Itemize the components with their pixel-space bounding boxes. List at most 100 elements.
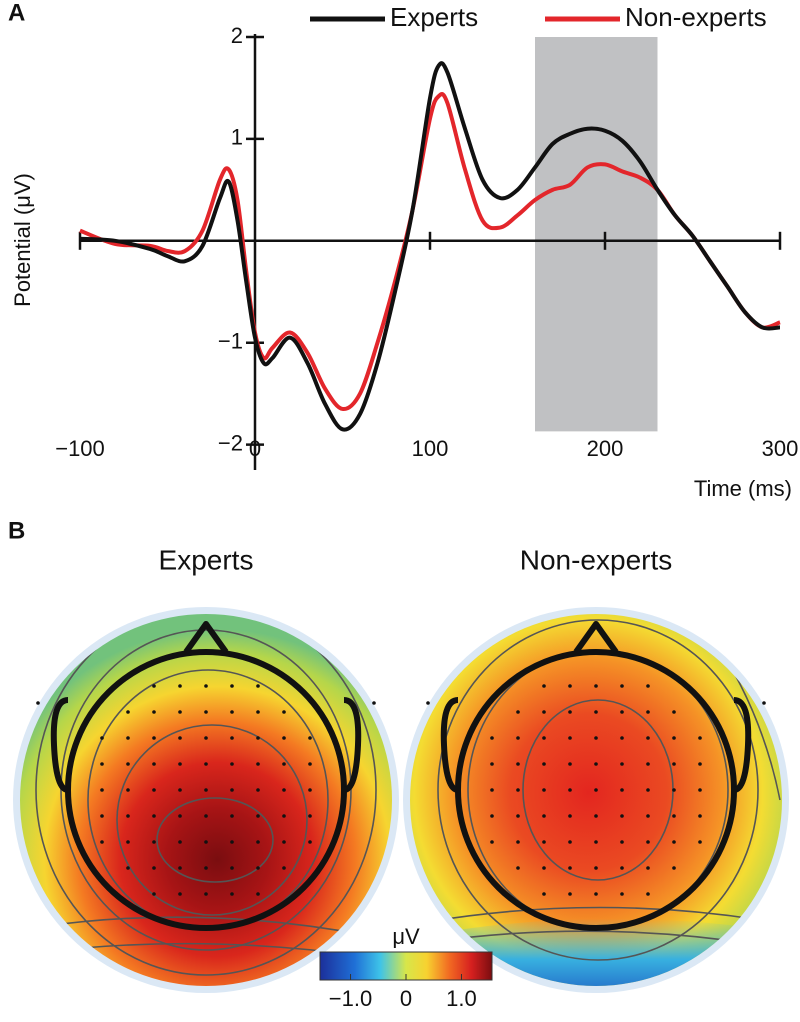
- electrode: [620, 684, 624, 688]
- electrode: [568, 866, 572, 870]
- electrode: [516, 788, 520, 792]
- electrode: [230, 762, 234, 766]
- electrode: [282, 814, 286, 818]
- electrode: [620, 840, 624, 844]
- electrode: [256, 814, 260, 818]
- electrode: [620, 892, 624, 896]
- electrode: [490, 736, 494, 740]
- electrode: [594, 866, 598, 870]
- electrode: [490, 788, 494, 792]
- electrode: [646, 788, 650, 792]
- y-tick-label: 1: [231, 125, 243, 150]
- electrode: [100, 788, 104, 792]
- electrode: [646, 892, 650, 896]
- electrode: [646, 710, 650, 714]
- electrode: [542, 684, 546, 688]
- electrode: [204, 684, 208, 688]
- electrode: [594, 736, 598, 740]
- electrode: [672, 866, 676, 870]
- electrode: [152, 684, 156, 688]
- electrode: [152, 762, 156, 766]
- electrode: [516, 762, 520, 766]
- electrode: [282, 788, 286, 792]
- electrode: [256, 866, 260, 870]
- electrode: [100, 762, 104, 766]
- electrode: [516, 840, 520, 844]
- electrode: [256, 736, 260, 740]
- y-tick-label: −2: [218, 430, 243, 455]
- electrode: [126, 788, 130, 792]
- electrode: [568, 710, 572, 714]
- electrode: [542, 814, 546, 818]
- electrode: [126, 762, 130, 766]
- electrode: [672, 814, 676, 818]
- electrode: [568, 840, 572, 844]
- electrode: [230, 866, 234, 870]
- electrode: [672, 840, 676, 844]
- electrode: [620, 736, 624, 740]
- electrode: [542, 840, 546, 844]
- electrode: [152, 866, 156, 870]
- electrode: [698, 840, 702, 844]
- electrode: [568, 736, 572, 740]
- x-tick-label: 200: [587, 436, 624, 461]
- electrode: [230, 788, 234, 792]
- electrode: [282, 736, 286, 740]
- electrode: [178, 788, 182, 792]
- electrode: [204, 866, 208, 870]
- electrode: [282, 710, 286, 714]
- electrode: [204, 840, 208, 844]
- electrode: [256, 710, 260, 714]
- electrode: [308, 840, 312, 844]
- legend-label: Experts: [390, 2, 478, 32]
- electrode: [204, 788, 208, 792]
- electrode: [594, 710, 598, 714]
- electrode: [568, 788, 572, 792]
- legend-label: Non-experts: [625, 2, 767, 32]
- electrode: [230, 684, 234, 688]
- electrode: [308, 814, 312, 818]
- y-axis-label: Potential (μV): [10, 173, 35, 307]
- electrode: [204, 710, 208, 714]
- electrode: [620, 814, 624, 818]
- electrode: [126, 710, 130, 714]
- y-tick-label: −1: [218, 329, 243, 354]
- colorbar-tick-label: 1.0: [446, 986, 477, 1011]
- electrode: [256, 892, 260, 896]
- electrode: [542, 762, 546, 766]
- x-tick-label: −100: [55, 436, 105, 461]
- series-line: [79, 92, 781, 411]
- electrode: [516, 710, 520, 714]
- highlight-window: [535, 37, 658, 432]
- electrode: [230, 736, 234, 740]
- electrode: [126, 840, 130, 844]
- electrode: [620, 762, 624, 766]
- electrode: [308, 788, 312, 792]
- electrode: [178, 684, 182, 688]
- electrode: [282, 840, 286, 844]
- colorbar-label: μV: [392, 924, 420, 949]
- electrode: [672, 788, 676, 792]
- electrode: [698, 814, 702, 818]
- electrode: [256, 840, 260, 844]
- electrode: [178, 840, 182, 844]
- electrode: [672, 710, 676, 714]
- electrode: [178, 710, 182, 714]
- electrode: [178, 814, 182, 818]
- colorbar-tick-label: −1.0: [329, 986, 372, 1011]
- electrode: [646, 840, 650, 844]
- electrode: [126, 736, 130, 740]
- electrode: [178, 866, 182, 870]
- electrode: [698, 788, 702, 792]
- electrode: [542, 710, 546, 714]
- electrode: [256, 762, 260, 766]
- electrode: [516, 736, 520, 740]
- electrode: [620, 788, 624, 792]
- electrode: [516, 814, 520, 818]
- panel-label: B: [8, 517, 25, 544]
- electrode: [178, 892, 182, 896]
- electrode: [594, 762, 598, 766]
- electrode: [100, 814, 104, 818]
- electrode: [152, 814, 156, 818]
